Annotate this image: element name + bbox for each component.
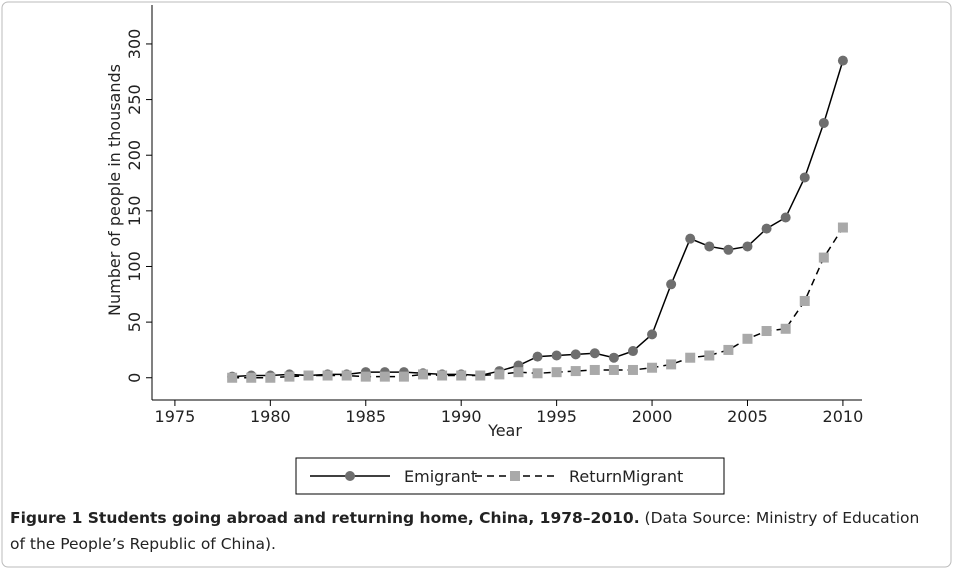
point — [685, 233, 696, 244]
x-tick-label: 1985 — [345, 407, 386, 426]
y-tick-label: 100 — [125, 251, 144, 282]
point — [799, 172, 810, 183]
point — [837, 55, 848, 66]
y-tick-label: 50 — [125, 312, 144, 332]
point — [532, 368, 543, 379]
point — [551, 350, 562, 361]
point — [360, 371, 371, 382]
point — [398, 371, 409, 382]
series-line — [232, 60, 844, 378]
point — [570, 366, 581, 377]
point — [666, 359, 677, 370]
legend-marker — [510, 471, 520, 481]
point — [322, 370, 333, 381]
point — [284, 371, 295, 382]
caption-text: (Data Source: Ministry of Education of t… — [10, 509, 920, 553]
point — [494, 369, 505, 380]
point — [780, 323, 791, 334]
point — [837, 222, 848, 233]
legend-label: Emigrant — [404, 467, 477, 486]
point — [723, 244, 734, 255]
point — [341, 370, 352, 381]
point — [513, 367, 524, 378]
y-tick-label: 150 — [125, 196, 144, 227]
point — [475, 370, 486, 381]
point — [589, 348, 600, 359]
point — [742, 333, 753, 344]
point — [742, 241, 753, 252]
point — [818, 117, 829, 128]
point — [608, 352, 619, 363]
point — [437, 370, 448, 381]
point — [761, 326, 772, 337]
x-tick-label: 2000 — [632, 407, 673, 426]
point — [551, 367, 562, 378]
point — [647, 362, 658, 373]
x-tick-label: 1990 — [441, 407, 482, 426]
caption-label: Figure 1 Students going abroad and retur… — [10, 509, 640, 527]
point — [685, 352, 696, 363]
point — [608, 364, 619, 375]
x-tick-label: 1995 — [536, 407, 577, 426]
x-tick-label: 2010 — [823, 407, 864, 426]
point — [379, 371, 390, 382]
legend-marker — [345, 471, 355, 481]
x-tick-label: 2005 — [727, 407, 768, 426]
legend-label: ReturnMigrant — [569, 467, 683, 486]
x-axis-title: Year — [487, 421, 522, 440]
point — [246, 372, 257, 383]
y-tick-label: 200 — [125, 140, 144, 171]
point — [647, 329, 658, 340]
y-axis-title: Number of people in thousands — [105, 64, 124, 316]
point — [227, 372, 238, 383]
y-tick-label: 250 — [125, 84, 144, 115]
point — [532, 351, 543, 362]
point — [799, 295, 810, 306]
point — [589, 364, 600, 375]
y-tick-label: 300 — [125, 29, 144, 60]
point — [456, 370, 467, 381]
point — [704, 241, 715, 252]
point — [418, 369, 429, 380]
point — [818, 252, 829, 263]
point — [780, 212, 791, 223]
point — [570, 349, 581, 360]
x-tick-label: 1980 — [250, 407, 291, 426]
point — [627, 346, 638, 357]
point — [627, 364, 638, 375]
y-tick-label: 0 — [125, 373, 144, 383]
point — [265, 372, 276, 383]
point — [723, 344, 734, 355]
point — [303, 370, 314, 381]
x-tick-label: 1975 — [155, 407, 196, 426]
point — [666, 279, 677, 290]
point — [704, 350, 715, 361]
caption: Figure 1 Students going abroad and retur… — [10, 505, 930, 557]
point — [761, 223, 772, 234]
